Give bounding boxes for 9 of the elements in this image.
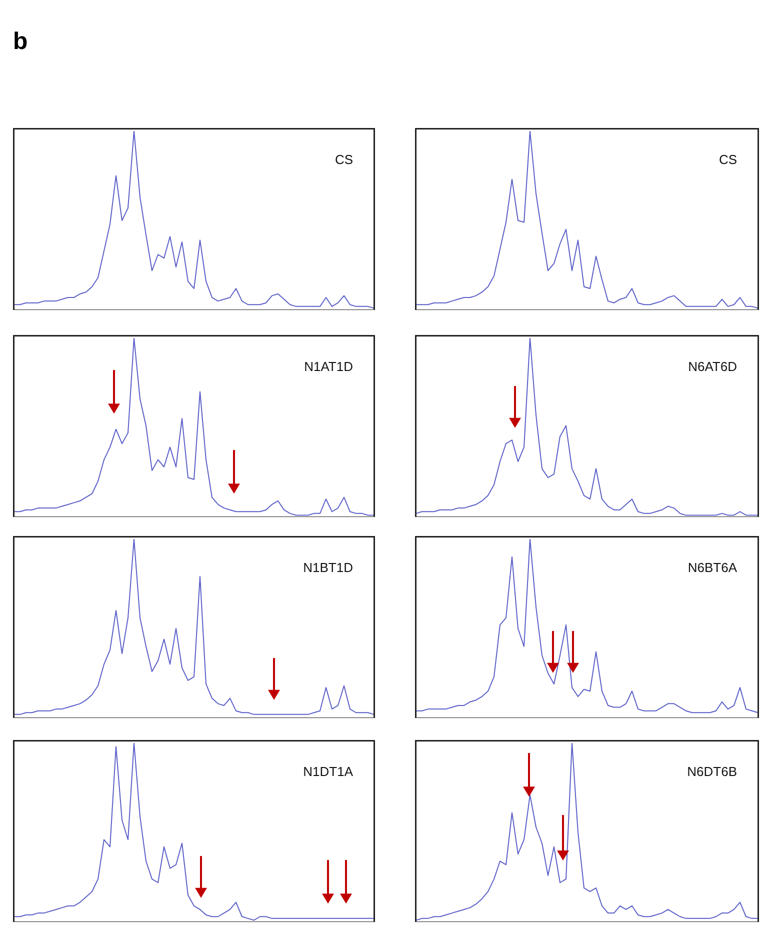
text: N6AT6D: [688, 359, 737, 374]
text: N6BT6A: [688, 560, 737, 575]
text: N1AT1D: [304, 359, 353, 374]
text: N1DT1A: [303, 764, 353, 779]
text: CS: [718, 152, 737, 167]
text: N6DT6B: [687, 764, 737, 779]
text: N1BT1D: [303, 560, 353, 575]
text: CS: [334, 152, 353, 167]
text: b: [13, 28, 28, 56]
